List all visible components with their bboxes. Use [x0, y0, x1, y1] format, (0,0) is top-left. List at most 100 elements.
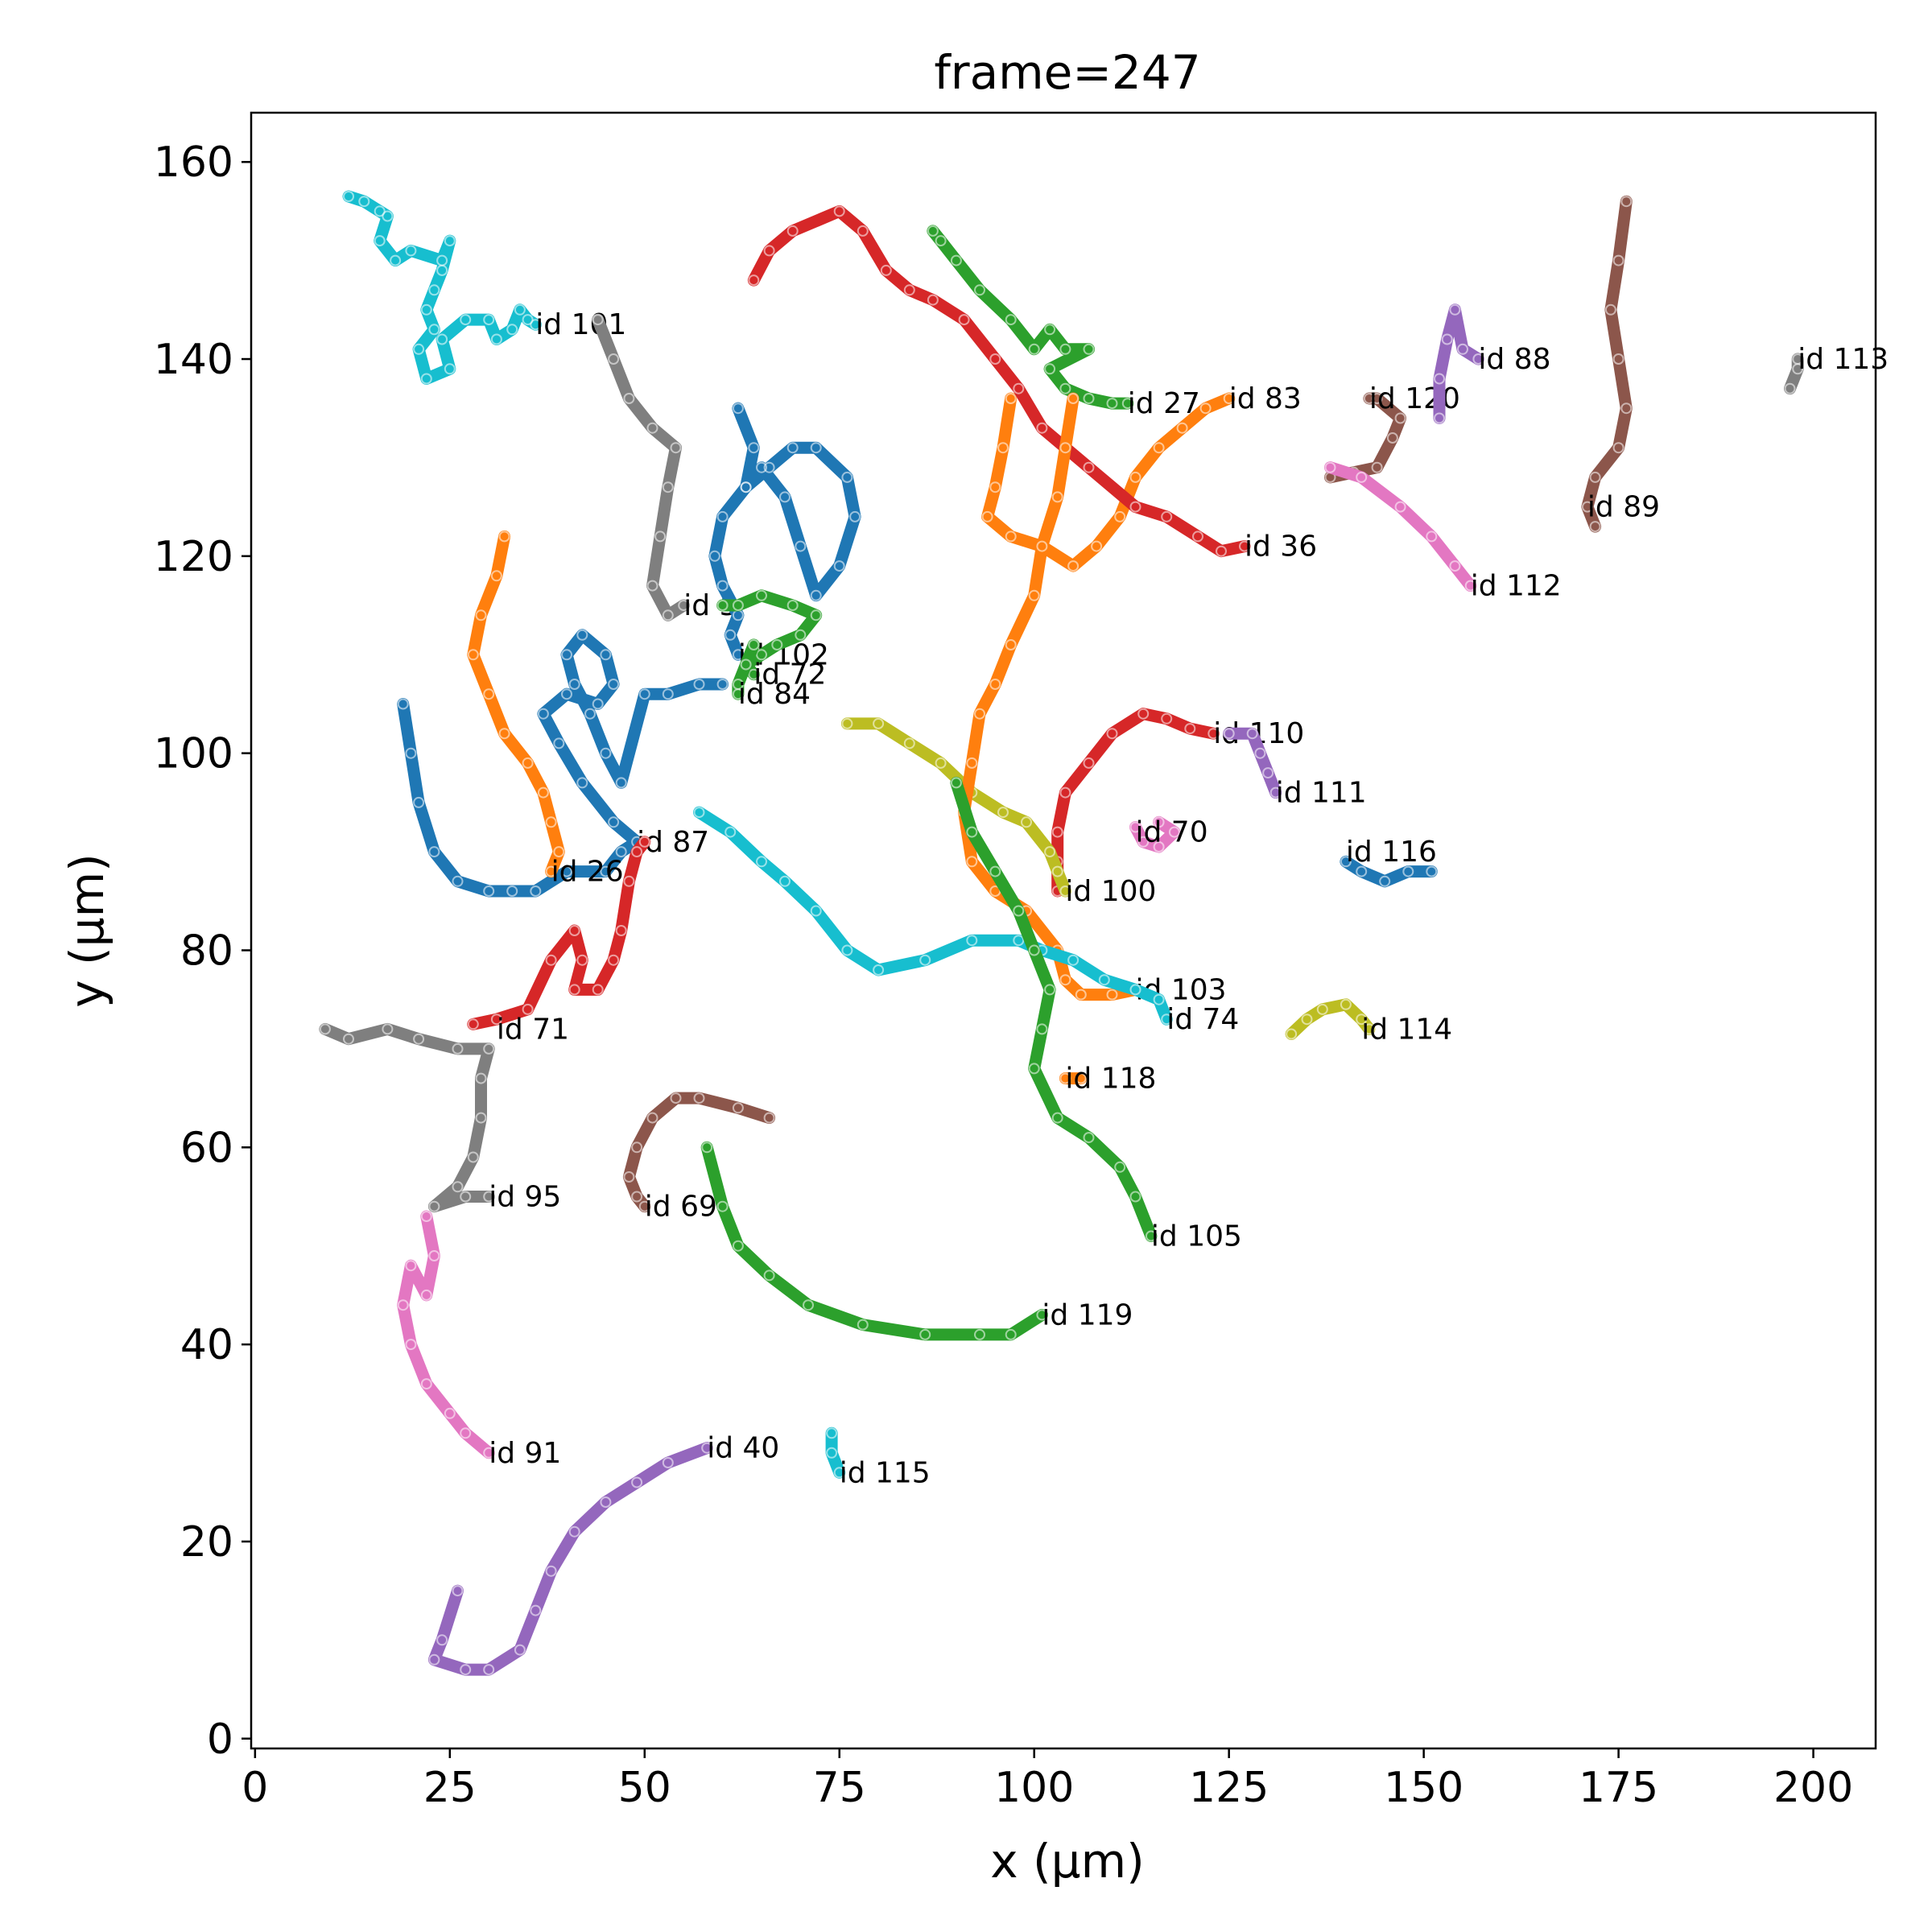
track-id-label: id 114 — [1361, 1013, 1452, 1046]
x-tick-label: 0 — [242, 1764, 268, 1812]
track-id-71: id 71 — [467, 836, 651, 1046]
track-point — [1028, 1063, 1040, 1075]
track-point — [483, 1447, 495, 1459]
track-point — [989, 481, 1001, 493]
track-point — [927, 225, 939, 237]
track-point — [1091, 540, 1103, 552]
track-point — [1784, 382, 1796, 394]
track-line — [693, 806, 1173, 1026]
track-point — [857, 225, 869, 237]
track-point — [974, 1328, 985, 1340]
track-point — [343, 1033, 354, 1045]
track-point — [974, 284, 985, 296]
track-line — [1784, 353, 1804, 395]
track-point — [1199, 402, 1212, 415]
track-id-89: id 89 — [1581, 195, 1660, 533]
plot-frame — [250, 111, 1877, 1750]
track-point — [452, 1042, 464, 1055]
track-point — [1581, 501, 1593, 513]
track-point — [1129, 471, 1141, 483]
track-point — [1114, 1161, 1126, 1173]
track-point — [1394, 412, 1406, 424]
track-point — [919, 1328, 931, 1340]
track-point — [452, 1181, 464, 1193]
track-point — [693, 1092, 705, 1104]
track-point — [460, 1191, 472, 1203]
track-point — [514, 303, 526, 316]
track-point — [1402, 865, 1414, 877]
y-axis-label: y (μm) — [60, 853, 114, 1007]
track-point — [826, 1447, 838, 1459]
track-point — [600, 649, 612, 661]
track-point — [670, 442, 682, 454]
track-point — [810, 609, 822, 621]
track-id-label: id 100 — [1065, 875, 1156, 908]
track-point — [460, 314, 472, 326]
track-point — [662, 1457, 674, 1468]
track-point — [701, 1442, 713, 1454]
y-tick-label: 160 — [154, 138, 233, 187]
track-point — [522, 757, 534, 769]
track-point — [748, 639, 760, 650]
track-point — [405, 1339, 417, 1351]
track-point — [1301, 1013, 1313, 1026]
track-id-label: id 83 — [1229, 382, 1302, 415]
track-id-label: id 105 — [1151, 1220, 1242, 1253]
track-point — [678, 600, 690, 611]
track-id-label: id 111 — [1276, 777, 1367, 810]
track-point — [460, 1427, 472, 1439]
track-point — [382, 210, 394, 222]
track-point — [1441, 333, 1453, 345]
track-point — [716, 510, 729, 522]
track-id-36: id 36 — [747, 204, 1317, 564]
track-point — [452, 875, 464, 887]
track-id-88: id 88 — [1433, 303, 1551, 424]
track-id-label: id 74 — [1166, 1003, 1239, 1036]
track-point — [600, 865, 612, 877]
track-id-26: id 26 — [467, 530, 624, 889]
track-point — [638, 1200, 650, 1212]
track-point — [1036, 1309, 1048, 1321]
track-line — [342, 190, 542, 385]
track-point — [1005, 639, 1017, 650]
track-point — [810, 589, 822, 601]
track-point — [763, 461, 775, 473]
track-point — [1434, 412, 1445, 424]
track-point — [1059, 1072, 1071, 1084]
track-point — [740, 658, 752, 671]
track-point — [1208, 728, 1220, 740]
track-point — [966, 935, 978, 947]
track-point — [608, 816, 620, 828]
track-point — [997, 807, 1009, 819]
track-point — [1005, 393, 1017, 404]
track-point — [833, 1467, 845, 1479]
track-point — [1254, 747, 1266, 759]
track-point — [716, 600, 729, 611]
track-point — [1620, 196, 1633, 208]
track-point — [873, 717, 885, 729]
track-point — [1620, 402, 1633, 415]
track-point — [1176, 422, 1188, 434]
track-line — [1324, 461, 1477, 592]
track-line — [1581, 195, 1633, 533]
track-point — [1075, 1072, 1087, 1084]
track-point — [405, 1260, 417, 1272]
track-id-label: id 40 — [707, 1432, 779, 1465]
track-point — [724, 826, 737, 838]
track-point — [623, 875, 635, 887]
track-id-102: id 102 — [708, 402, 861, 671]
track-point — [732, 402, 744, 415]
track-line — [1223, 727, 1282, 799]
track-point — [1356, 471, 1368, 483]
track-point — [1005, 314, 1017, 326]
track-point — [786, 225, 799, 237]
track-point — [568, 984, 580, 996]
track-point — [483, 1191, 495, 1203]
track-point — [1153, 993, 1165, 1005]
track-id-119: id 119 — [700, 1141, 1133, 1341]
track-id-label: id 91 — [489, 1437, 561, 1470]
track-line — [427, 1442, 713, 1676]
track-point — [1363, 393, 1375, 404]
track-point — [483, 314, 495, 326]
track-point — [873, 964, 885, 976]
